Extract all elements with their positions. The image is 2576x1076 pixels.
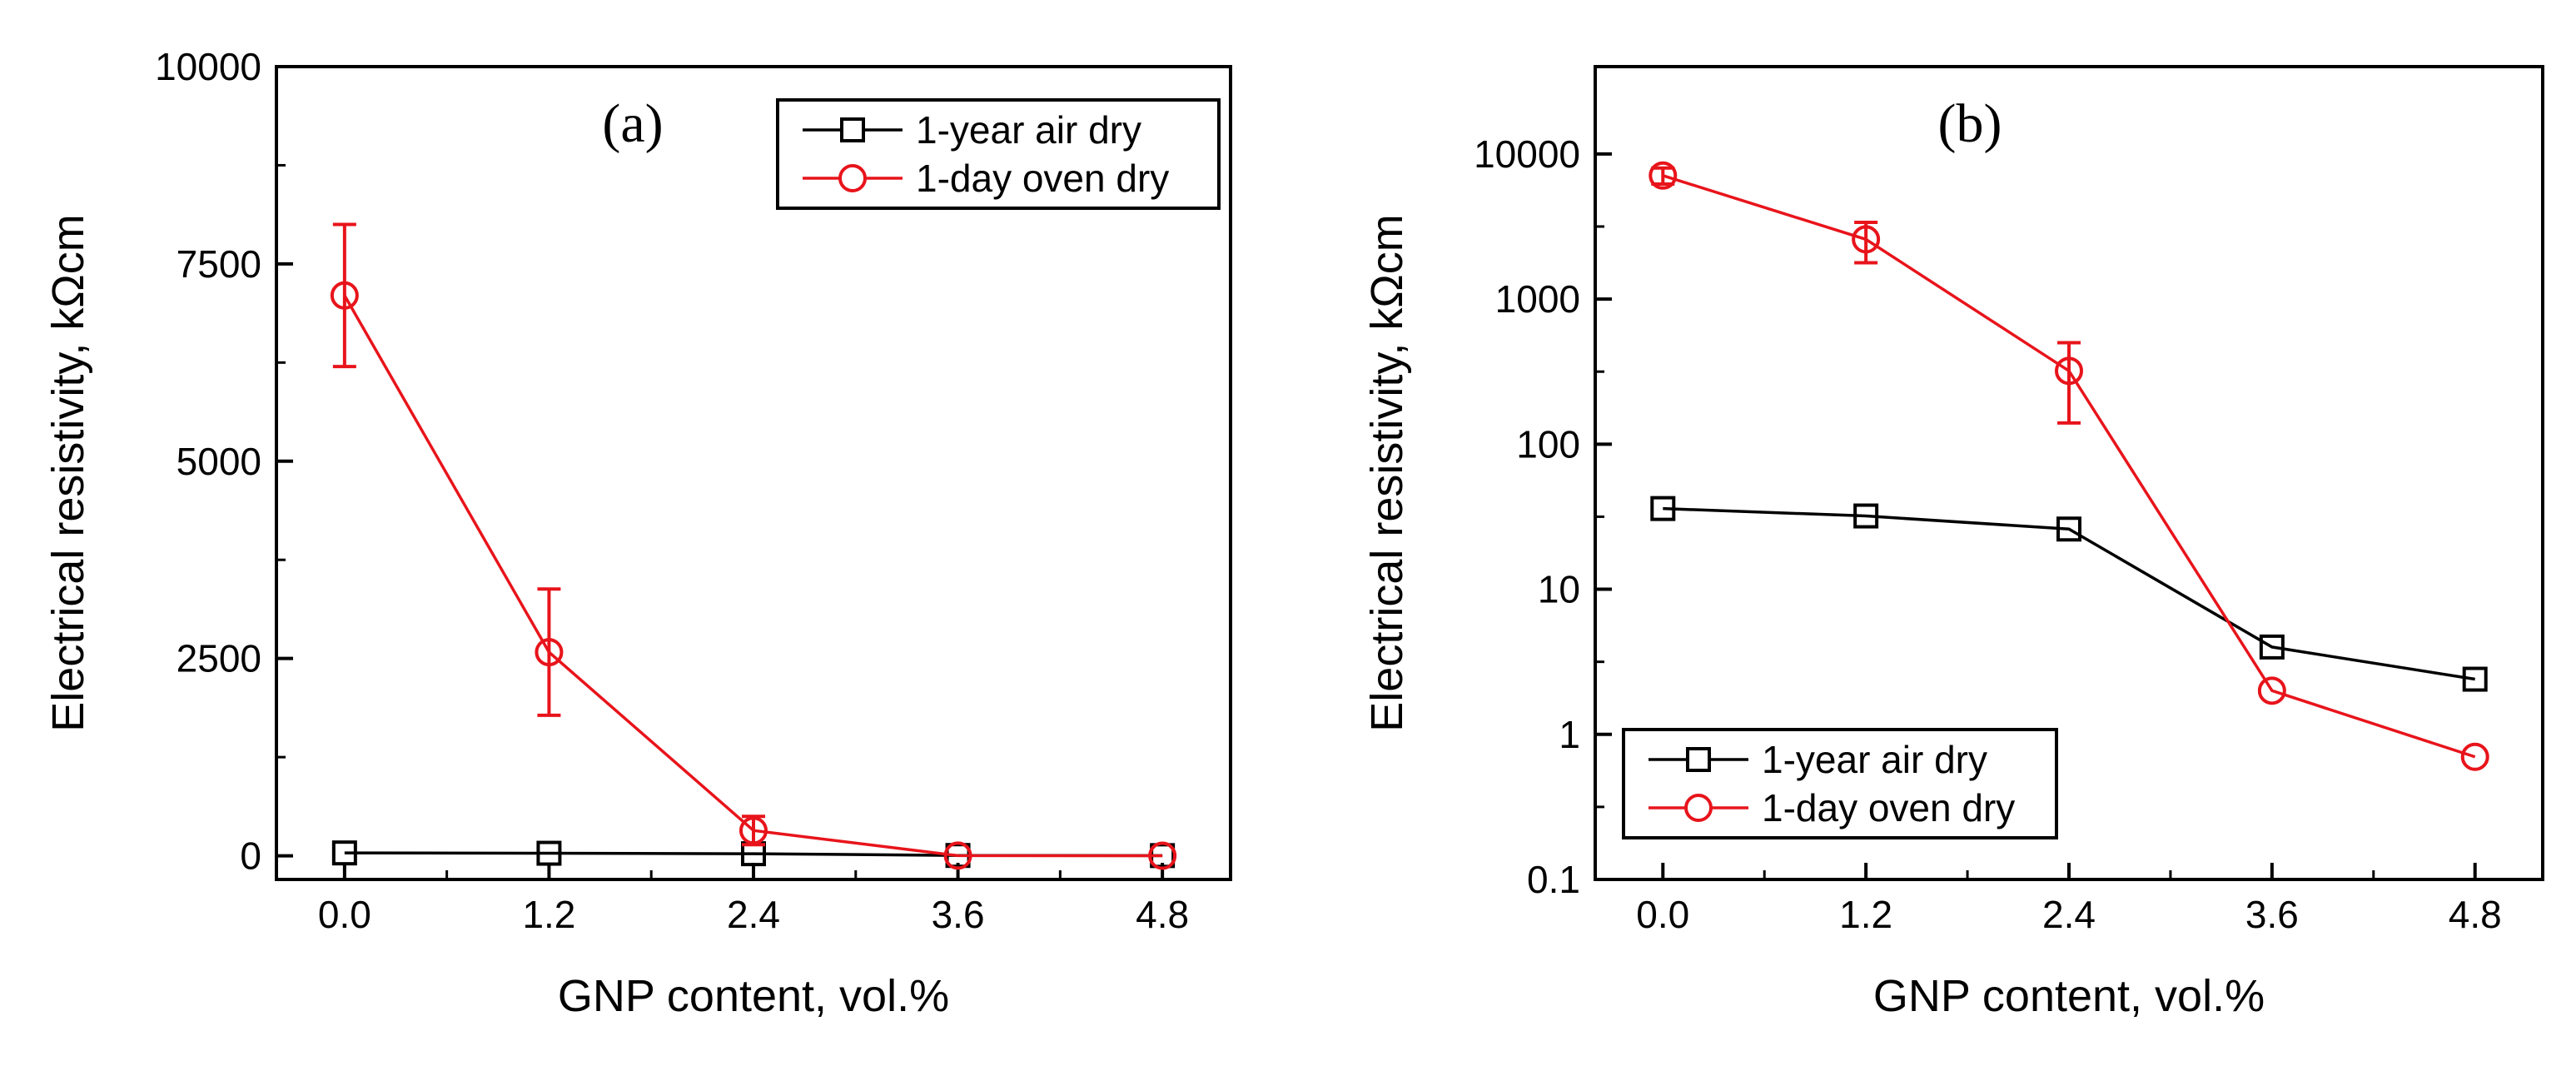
series-line — [1663, 506, 2475, 681]
legend-marker-square — [1686, 747, 1711, 772]
legend-label: 1-year air dry — [916, 108, 1141, 152]
x-axis-label: GNP content, vol.% — [558, 971, 949, 1021]
data-point-circle — [1148, 841, 1177, 870]
y-tick-label: 0.1 — [1527, 858, 1580, 901]
series-0 — [1650, 496, 2488, 692]
x-tick-label: 4.8 — [2449, 893, 2502, 936]
y-tick-label: 10 — [1538, 568, 1580, 611]
legend-label: 1-year air dry — [1762, 738, 1987, 781]
panel-label: (a) — [602, 93, 663, 154]
data-point-square — [2462, 666, 2488, 692]
series-1 — [1649, 161, 2489, 771]
panel-label: (b) — [1938, 93, 2002, 154]
x-tick-label: 4.8 — [1136, 893, 1189, 936]
legend-marker-circle — [1684, 794, 1713, 822]
x-tick-label: 0.0 — [318, 893, 371, 936]
x-tick-label: 2.4 — [727, 893, 780, 936]
data-point-circle — [1649, 161, 1678, 190]
y-tick-label: 5000 — [177, 440, 261, 483]
legend-marker-square — [840, 117, 865, 142]
legend-label: 1-day oven dry — [1762, 786, 2015, 829]
data-point-square — [2259, 634, 2285, 660]
x-tick-label: 3.6 — [2245, 893, 2299, 936]
y-axis-label: Electrical resistivity, kΩcm — [1362, 214, 1412, 731]
data-point-square — [331, 840, 357, 866]
data-point-circle — [2460, 742, 2489, 771]
data-point-circle — [2257, 676, 2286, 705]
data-point-square — [536, 840, 562, 866]
legend: 1-year air dry 1-day oven dry — [1622, 728, 2058, 839]
x-tick-label: 3.6 — [932, 893, 985, 936]
legend-marker-circle — [838, 164, 867, 192]
data-point-circle — [943, 841, 972, 870]
series-line — [343, 294, 1163, 858]
series-1 — [330, 222, 1177, 870]
chart-panel-b: 0.0 1.2 2.4 3.6 4.8 0.1 1 10 100 1000 10000 GNP con… — [1362, 65, 2544, 1021]
x-tick-label: 2.4 — [2042, 893, 2096, 936]
y-tick-label: 2500 — [177, 637, 261, 680]
x-axis-label: GNP content, vol.% — [1873, 971, 2265, 1021]
y-tick-label: 10000 — [155, 45, 261, 88]
data-point-square — [1853, 503, 1879, 529]
data-point-circle — [739, 816, 768, 845]
x-tick-label: 1.2 — [1839, 893, 1892, 936]
series-line — [1662, 174, 2476, 759]
legend-label: 1-day oven dry — [916, 157, 1169, 200]
data-point-circle — [1852, 225, 1881, 254]
data-point-circle — [2055, 356, 2083, 386]
data-point-circle — [535, 638, 564, 667]
y-tick-label: 1 — [1559, 713, 1580, 756]
y-tick-label: 0 — [240, 834, 261, 878]
y-tick-label: 100 — [1516, 422, 1580, 466]
data-point-square — [1650, 496, 1676, 521]
x-tick-label: 1.2 — [522, 893, 575, 936]
x-tick-label: 0.0 — [1636, 893, 1689, 936]
y-axis-label: Electrical resistivity, kΩcm — [43, 214, 93, 731]
y-tick-label: 10000 — [1474, 132, 1580, 176]
legend: 1-year air dry 1-day oven dry — [776, 98, 1221, 210]
chart-panel-a: 0.0 1.2 2.4 3.6 4.8 0 2500 5000 7500 10000 GNP con… — [43, 45, 1232, 1021]
y-tick-label: 7500 — [177, 242, 261, 286]
data-point-square — [2056, 516, 2081, 542]
data-point-circle — [330, 281, 359, 310]
y-tick-label: 1000 — [1495, 277, 1580, 321]
